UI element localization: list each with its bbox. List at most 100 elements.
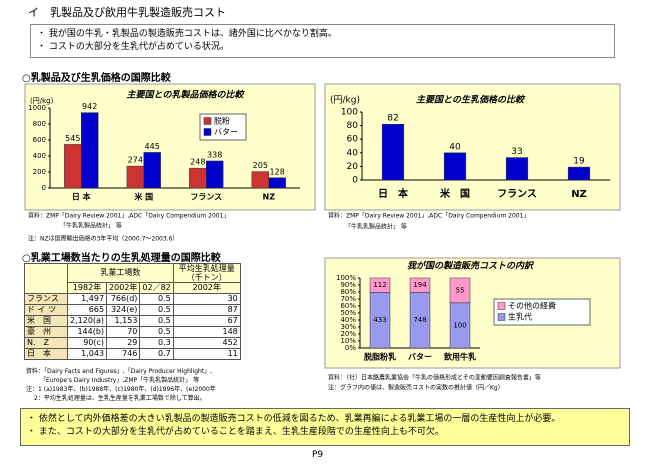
row-label: N. Z (24, 337, 68, 349)
legend-swatch (203, 117, 212, 125)
bar (251, 171, 269, 189)
conclusion-item: ・ また、コストの大部分を生乳代が占めていることを踏まえ、生乳生産段階での生産性… (27, 427, 444, 437)
table-cell: 324(e) (106, 304, 141, 316)
value-label: 19 (573, 157, 585, 167)
bar-segment (449, 277, 471, 304)
legend-swatch (497, 313, 506, 321)
sub-header: 1982年 (66, 282, 108, 294)
bar (567, 166, 591, 181)
y-tick-label: 70% (340, 295, 356, 303)
y-tick-label: 50% (340, 309, 356, 317)
value-label: 55 (456, 286, 465, 294)
bar (126, 165, 144, 189)
x-tick-label: 日 本 (72, 192, 91, 202)
x-tick-label: 米 国 (440, 187, 470, 200)
table-note: 「Europe's Dairy Industry」,ZMP「牛乳乳製品統計」 等 (40, 377, 200, 384)
chart-note: 注：グラフ内の値は、製造販売コストの実数の推計値（円／Kg） (328, 384, 504, 392)
y-tick-label: 0 (42, 184, 46, 192)
table-cell: 0.5 (139, 326, 174, 338)
table-cell: 0.5 (139, 315, 174, 327)
row-label: フランス (24, 293, 68, 305)
legend-swatch (203, 128, 212, 136)
table-cell: 87 (172, 304, 241, 316)
summary-text: 我が国の牛乳・乳製品の製造販売コストは、諸外国に比べかなり割高。 (48, 29, 337, 39)
chart-note: 注：NZは国際輸出価格の3年平均（2000.7～2003.6） (28, 235, 178, 243)
bar-segment (369, 277, 391, 293)
y-tick-label: 800 (33, 120, 46, 128)
chart-note: 資料：（社）日本酪農乳業協会「牛乳の価格形成とその変動要因調査報告書」等 (328, 374, 541, 382)
chart-note: 「牛乳乳製品統計」 等 (345, 223, 407, 231)
value-label: 205 (253, 161, 268, 170)
y-tick-label: 80 (347, 121, 359, 131)
y-tick-label: 40% (340, 316, 356, 324)
y-tick-label: 20 (347, 162, 359, 172)
conclusion-text: 依然として内外価格差の大きい乳製品の製造販売コストの低減を図るため、乳業再編によ… (38, 414, 561, 424)
bar (381, 123, 405, 181)
y-tick-label: 100 (341, 108, 358, 118)
legend-label: 生乳代 (508, 312, 532, 322)
x-tick-label: フランス (497, 188, 537, 200)
table-cell: 0.7 (139, 348, 174, 360)
table-cell: 746 (106, 348, 141, 360)
y-tick-label: 100% (336, 274, 356, 282)
table-cell: 665 (66, 304, 108, 316)
sub-header: 2002年 (172, 282, 241, 294)
value-label: 33 (511, 147, 522, 157)
chart-title: 主要国との乳製品価格の比較 (127, 90, 246, 101)
y-tick-label: 10% (340, 337, 356, 345)
y-axis-label: (円/kg) (330, 95, 360, 106)
row-label: 日 本 (24, 348, 68, 360)
table-cell: 0.3 (139, 337, 174, 349)
y-tick-label: 200 (33, 168, 46, 176)
chart-note: 資料：ZMP「Dairy Review 2001」,ADC「Dairy Comp… (28, 212, 229, 220)
table-cell: 0.5 (139, 304, 174, 316)
value-label: 128 (270, 167, 285, 176)
table-cell: 452 (172, 337, 241, 349)
chart-note: 「牛乳乳製品統計」 等 (60, 222, 122, 230)
summary-box: ・ 我が国の牛乳・乳製品の製造販売コストは、諸外国に比べかなり割高。 ・ コスト… (30, 24, 615, 58)
table-note: 2：平均生乳処理量は、生乳生産量を乳業工場数で除して算出。 (34, 395, 206, 402)
value-label: 748 (413, 316, 426, 324)
section-heading: ○乳製品及び生乳価格の国際比較 (22, 73, 171, 84)
section-heading: ○乳業工場数当たりの生乳処理量の国際比較 (22, 253, 221, 264)
y-axis-label: (円/kg) (30, 97, 54, 105)
table-row: 豪 州 144(b) 70 0.5 148 (24, 326, 241, 338)
x-tick-label: 日 本 (378, 187, 409, 200)
y-tick-label: 20% (340, 330, 356, 338)
table-cell: 148 (172, 326, 241, 338)
table-cell: 70 (106, 326, 141, 338)
y-tick-label: 40 (347, 148, 359, 158)
value-label: 194 (413, 281, 427, 289)
chart-panel (324, 83, 621, 211)
chart-note: 資料：ZMP「Dairy Review 2001」,ADC「Dairy Comp… (328, 212, 529, 220)
table-cell: 144(b) (66, 326, 108, 338)
bar (268, 177, 286, 189)
table-cell: 1,497 (66, 293, 108, 305)
summary-item: ・ コストの大部分を生乳代が占めている状況。 (37, 42, 229, 52)
table-cell: 11 (172, 348, 241, 360)
bar (81, 112, 99, 189)
y-tick-label: 30% (340, 323, 356, 331)
conclusion-box: ・ 依然として内外価格差の大きい乳製品の製造販売コストの低減を図るため、乳業再編… (20, 408, 630, 446)
value-label: 100 (453, 321, 466, 329)
value-label: 338 (207, 150, 222, 159)
table-row: 米 国 2,120(a) 1,153 0.5 67 (24, 315, 241, 327)
table-row: 日 本 1,043 746 0.7 11 (24, 348, 241, 360)
page-number: P9 (312, 450, 324, 460)
table-row: N. Z 90(c) 29 0.3 452 (24, 337, 241, 349)
x-tick-label: バター (408, 352, 432, 362)
bar (505, 157, 529, 181)
corner-cell (24, 263, 68, 294)
legend-label: バター (214, 128, 238, 137)
bar-segment (409, 277, 431, 293)
value-label: 445 (145, 142, 160, 151)
x-tick-label: 脱脂粉乳 (364, 352, 396, 362)
table-note: 資料：「Dairy Facts and Figures」,「Dairy Prod… (26, 368, 213, 375)
table-row: ド イ ツ 665 324(e) 0.5 87 (24, 304, 241, 316)
row-label: 米 国 (24, 315, 68, 327)
conclusion-item: ・ 依然として内外価格差の大きい乳製品の製造販売コストの低減を図るため、乳業再編… (27, 414, 561, 424)
conclusion-text: また、コストの大部分を生乳代が占めていることを踏まえ、生乳生産段階での生産性向上… (38, 427, 444, 437)
bar (143, 152, 161, 189)
